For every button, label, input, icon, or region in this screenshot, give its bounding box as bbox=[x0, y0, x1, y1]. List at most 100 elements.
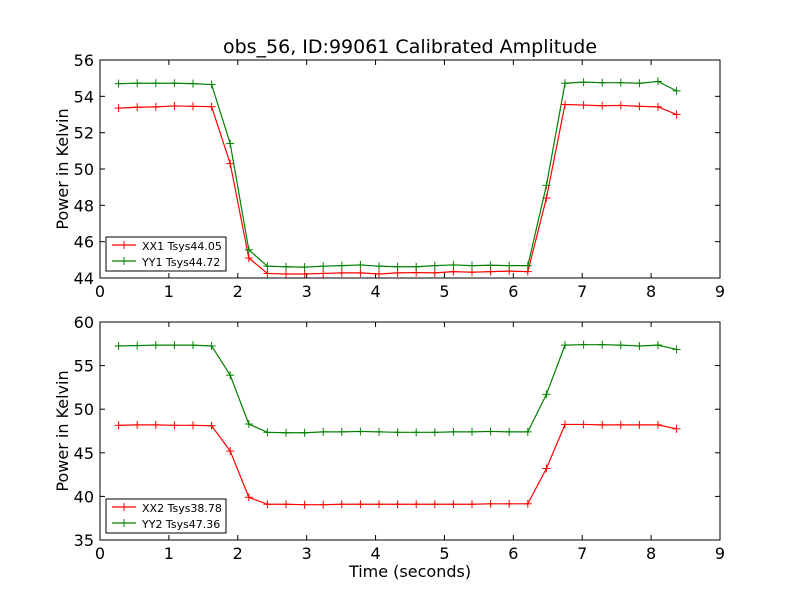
bottom-series-0-point-25 bbox=[579, 420, 588, 429]
bottom-ytick-label-5: 60 bbox=[74, 313, 94, 332]
top-series-0-point-24 bbox=[561, 100, 569, 109]
top-xtick-label-0: 0 bbox=[95, 282, 105, 301]
bottom-series-0-point-10 bbox=[300, 500, 309, 509]
top-ytick-label-2: 48 bbox=[74, 196, 94, 215]
bottom-series-1-point-21 bbox=[505, 427, 514, 436]
top-legend-entry-yy1 bbox=[112, 257, 136, 265]
top-series-0-point-1 bbox=[133, 103, 142, 112]
top-series-0-point-4 bbox=[189, 102, 197, 111]
bottom-series-0-point-4 bbox=[189, 421, 197, 430]
bottom-series-0-point-2 bbox=[151, 420, 160, 429]
bottom-series-0-point-13 bbox=[356, 500, 365, 509]
top-ytick-label-3: 50 bbox=[74, 160, 94, 179]
top-xtick-label-2: 2 bbox=[233, 282, 243, 301]
top-series-1-point-26 bbox=[598, 78, 607, 87]
top-xtick-label-4: 4 bbox=[370, 282, 380, 301]
top-series-1-point-0 bbox=[114, 79, 123, 88]
bottom-ytick-label-2: 45 bbox=[74, 444, 94, 463]
top-series-1-point-8 bbox=[263, 262, 272, 271]
top-series-0-point-9 bbox=[282, 270, 290, 279]
bottom-series-1-point-3 bbox=[170, 341, 179, 350]
top-series-0-point-18 bbox=[449, 267, 458, 276]
bottom-series-1-point-19 bbox=[468, 427, 476, 436]
bottom-series-1-point-8 bbox=[263, 428, 272, 437]
top-series-0-point-26 bbox=[598, 101, 607, 110]
top-xtick-label-3: 3 bbox=[302, 282, 312, 301]
top-series-1-point-15 bbox=[393, 262, 402, 271]
bottom-series-0-point-30 bbox=[672, 424, 681, 433]
top-series-0-point-8 bbox=[263, 269, 272, 278]
top-series-0-point-0 bbox=[114, 104, 123, 113]
bottom-series-1-point-25 bbox=[579, 340, 588, 349]
top-xtick-label-5: 5 bbox=[439, 282, 449, 301]
top-series-1-point-17 bbox=[430, 261, 439, 270]
top-series-0-point-28 bbox=[635, 102, 644, 111]
bottom-series-1-point-16 bbox=[412, 428, 421, 437]
bottom-series-0-point-0 bbox=[114, 421, 123, 430]
bottom-ytick-label-4: 55 bbox=[74, 357, 94, 376]
bottom-series-1-point-11 bbox=[319, 427, 328, 436]
bottom-xtick-label-7: 7 bbox=[577, 544, 587, 563]
top-series-1-point-20 bbox=[486, 261, 495, 270]
top-series-0-point-10 bbox=[300, 270, 309, 279]
bottom-series-0-point-6 bbox=[226, 447, 235, 456]
top-series-1-point-11 bbox=[319, 262, 328, 271]
top-chart: obs_56, ID:99061 Calibrated Amplitude Po… bbox=[53, 36, 725, 301]
bottom-series-0-point-23 bbox=[542, 464, 551, 473]
bottom-series-1-point-22 bbox=[523, 427, 532, 436]
top-series-1-point-19 bbox=[468, 261, 476, 270]
bottom-series-1-point-26 bbox=[598, 340, 607, 349]
top-ytick-label-4: 52 bbox=[74, 124, 94, 143]
bottom-series-1-point-18 bbox=[449, 427, 458, 436]
bottom-series-0-point-20 bbox=[486, 499, 495, 508]
top-series-0-point-2 bbox=[151, 102, 160, 111]
bottom-ytick-label-3: 50 bbox=[74, 400, 94, 419]
bottom-chart-legend-box bbox=[105, 498, 227, 534]
bottom-series-1-point-4 bbox=[189, 341, 197, 350]
bottom-ytick-label-1: 40 bbox=[74, 487, 94, 506]
top-ytick-label-1: 46 bbox=[74, 233, 94, 252]
top-series-0-point-3 bbox=[170, 101, 179, 110]
bottom-series-1-point-24 bbox=[561, 341, 569, 350]
bottom-series-1-point-14 bbox=[375, 427, 383, 436]
bottom-xtick-label-1: 1 bbox=[164, 544, 174, 563]
bottom-series-1-point-5 bbox=[207, 341, 216, 350]
top-series-1-point-28 bbox=[635, 79, 644, 88]
bottom-series-1-point-20 bbox=[486, 427, 495, 436]
top-xtick-label-6: 6 bbox=[508, 282, 518, 301]
top-series-1-point-27 bbox=[616, 78, 625, 87]
top-xtick-label-7: 7 bbox=[577, 282, 587, 301]
bottom-xtick-label-2: 2 bbox=[233, 544, 243, 563]
top-xtick-label-9: 9 bbox=[715, 282, 725, 301]
top-series-0-point-14 bbox=[375, 270, 383, 279]
top-legend-entry-xx1 bbox=[112, 241, 136, 249]
top-ytick-label-5: 54 bbox=[74, 87, 94, 106]
top-series-1-point-9 bbox=[282, 262, 290, 271]
top-series-1-point-10 bbox=[300, 263, 309, 272]
top-legend-label-yy1: YY1 Tsys44.72 bbox=[141, 256, 220, 269]
bottom-series-1-point-2 bbox=[151, 341, 160, 350]
top-chart-legend-box bbox=[105, 236, 227, 272]
bottom-xtick-label-8: 8 bbox=[646, 544, 656, 563]
bottom-series-0-point-28 bbox=[635, 420, 644, 429]
bottom-legend-entry-xx2 bbox=[112, 503, 136, 511]
bottom-series-1-point-28 bbox=[635, 341, 644, 350]
bottom-series-0-point-12 bbox=[337, 500, 346, 509]
top-xtick-label-8: 8 bbox=[646, 282, 656, 301]
top-series-0-point-29 bbox=[654, 102, 662, 111]
bottom-series-0-point-17 bbox=[430, 500, 439, 509]
top-series-0-point-13 bbox=[356, 268, 365, 277]
bottom-series-1-point-0 bbox=[114, 341, 123, 350]
bottom-series-1-point-10 bbox=[300, 428, 309, 437]
top-series-1-point-23 bbox=[542, 181, 551, 190]
bottom-chart-frame bbox=[99, 321, 721, 541]
bottom-series-0-point-1 bbox=[133, 420, 142, 429]
bottom-series-1-point-30 bbox=[672, 345, 681, 354]
bottom-series-1-point-12 bbox=[337, 427, 346, 436]
top-series-0-point-30 bbox=[672, 110, 681, 119]
top-series-1-point-13 bbox=[356, 260, 365, 269]
bottom-series-0-point-16 bbox=[412, 500, 421, 509]
top-series-0-point-11 bbox=[319, 269, 328, 278]
